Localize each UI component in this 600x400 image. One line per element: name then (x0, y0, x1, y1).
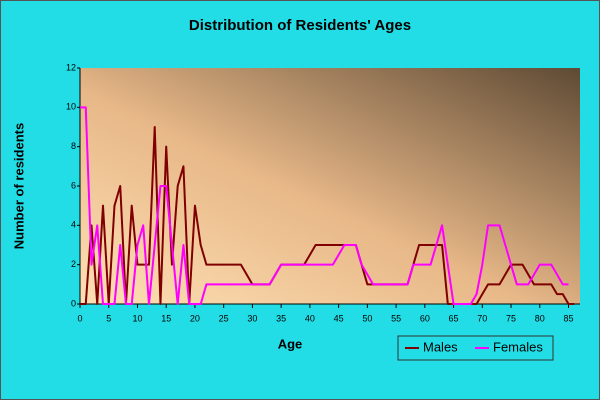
y-tick-label: 0 (71, 298, 76, 308)
x-tick-label: 50 (362, 313, 372, 323)
x-tick-label: 10 (132, 313, 142, 323)
x-tick-label: 70 (477, 313, 487, 323)
x-tick-label: 65 (449, 313, 459, 323)
x-tick-label: 35 (276, 313, 286, 323)
x-tick-label: 0 (77, 313, 82, 323)
y-tick-label: 2 (71, 259, 76, 269)
y-tick-label: 12 (66, 62, 76, 72)
legend-label: Males (423, 339, 458, 354)
x-axis-label: Age (278, 336, 303, 351)
x-tick-label: 25 (219, 313, 229, 323)
x-tick-label: 55 (391, 313, 401, 323)
x-tick-label: 80 (535, 313, 545, 323)
y-axis-label: Number of residents (11, 123, 26, 249)
y-tick-label: 10 (66, 102, 76, 112)
chart-title: Distribution of Residents' Ages (189, 17, 411, 34)
x-tick-label: 15 (161, 313, 171, 323)
y-tick-label: 6 (71, 180, 76, 190)
x-tick-label: 20 (190, 313, 200, 323)
x-tick-label: 45 (334, 313, 344, 323)
x-tick-label: 30 (247, 313, 257, 323)
x-tick-label: 85 (563, 313, 573, 323)
x-tick-label: 75 (506, 313, 516, 323)
plot-area (80, 68, 580, 304)
legend-label: Females (493, 339, 543, 354)
y-tick-label: 4 (71, 220, 76, 230)
series-line (80, 126, 575, 305)
x-tick-label: 40 (305, 313, 315, 323)
x-tick-label: 5 (106, 313, 111, 323)
x-tick-label: 60 (420, 313, 430, 323)
y-tick-label: 8 (71, 141, 76, 151)
series-line (80, 106, 569, 305)
